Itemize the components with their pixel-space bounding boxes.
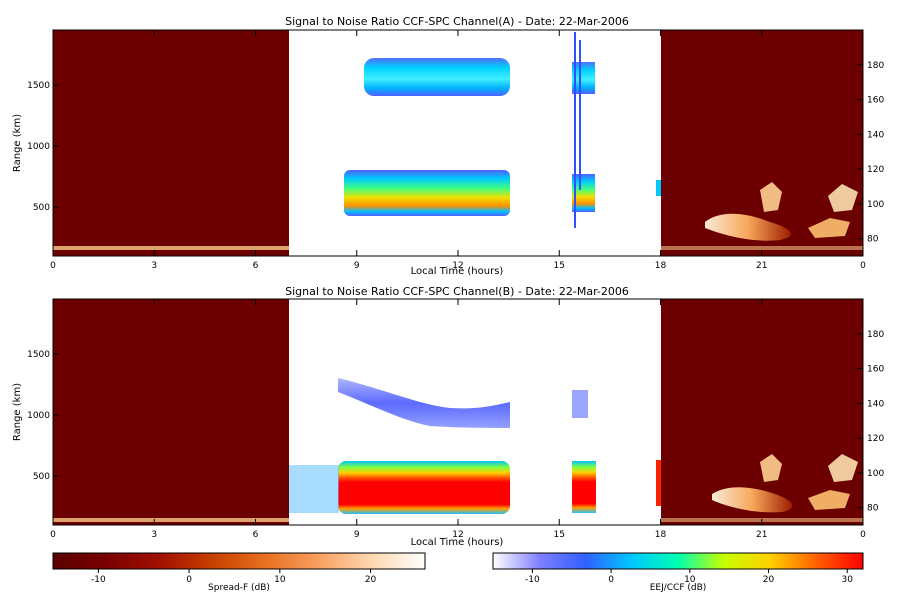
colorbar-spread-f-tick-label: 10: [274, 575, 286, 585]
panel-a-y-right-tick-label: 80: [867, 235, 879, 245]
panel-a-plot-area: [53, 30, 863, 256]
panel-a-y-axis-left: 500 1000 1500: [27, 81, 59, 213]
colorbar-spread-f-tick-label: -10: [91, 575, 106, 585]
panel-b-x-tick-label: 3: [151, 530, 157, 540]
panel-a-x-axis: 0 3 6 9 12 15 18 21 0: [50, 30, 866, 271]
panel-b-x-tick-label: 21: [756, 530, 767, 540]
panel-b-y-right-tick-label: 140: [867, 399, 884, 409]
panel-a-x-axis-label: Local Time (hours): [411, 266, 504, 277]
colorbar-eej-ccf-label: EEJ/CCF (dB): [650, 583, 707, 593]
panel-a-vertical-echo: [574, 32, 576, 228]
panel-a-x-tick-label: 15: [554, 261, 565, 271]
panel-b-y-tick-label: 500: [33, 472, 50, 482]
panel-b-lower-layer-edge: [656, 460, 661, 506]
colorbar-eej-ccf-tick-label: 10: [684, 575, 696, 585]
colorbar-spread-f-ramp: [52, 552, 426, 570]
panel-b-x-tick-label: 0: [50, 530, 56, 540]
colorbar-eej-ccf-tick-label: -10: [525, 575, 540, 585]
panel-b-x-tick-label: 9: [354, 530, 360, 540]
panel-b-echo-plume: [712, 487, 793, 513]
panel-b-y-tick-label: 1000: [27, 411, 50, 421]
panel-b-y-axis-left: 500 1000 1500: [27, 350, 59, 482]
panel-b-x-axis-label: Local Time (hours): [411, 537, 504, 548]
panel-a-y-axis-label: Range (km): [12, 114, 23, 172]
panel-a-x-tick-label: 21: [756, 261, 767, 271]
panel-b-plot-area: [53, 299, 863, 525]
panel-b-x-tick-label: 12: [452, 530, 463, 540]
colorbar-eej-ccf-ramp: [492, 552, 864, 570]
panel-b-y-right-tick-label: 120: [867, 434, 884, 444]
panel-a-ground-strip: [53, 246, 289, 250]
panel-b-echo-plume: [808, 490, 850, 510]
panel-b-y-axis-right: 80 100 120 140 160 180: [857, 330, 884, 514]
panel-a-y-tick-label: 500: [33, 203, 50, 213]
panel-a-x-tick-label: 9: [354, 261, 360, 271]
panel-b-y-right-tick-label: 100: [867, 469, 884, 479]
panel-a-upper-layer: [364, 58, 510, 96]
panel-a-echo-plume: [705, 213, 791, 241]
panel-a-y-right-tick-label: 140: [867, 130, 884, 140]
panel-b-spreadf-region-left: [53, 299, 289, 525]
panel-b-lower-layer-left-noise: [289, 465, 339, 513]
panel-a-y-tick-label: 1000: [27, 142, 50, 152]
panel-b-lower-layer: [572, 461, 596, 513]
panel-b-echo-plume: [828, 454, 858, 482]
colorbar-spread-f-ticks: -10 0 10 20: [91, 569, 377, 585]
panel-b-y-right-tick-label: 160: [867, 365, 884, 375]
panel-a-x-tick-label: 0: [50, 261, 56, 271]
colorbar-spread-f: -10 0 10 20 Spread-F (dB): [52, 552, 426, 593]
panel-a-lower-layer-edge: [656, 180, 661, 196]
panel-b-lower-layer: [338, 461, 510, 514]
panel-a-lower-layer: [344, 170, 510, 216]
panel-b-upper-layer: [572, 390, 588, 418]
panel-a-upper-layer: [572, 62, 595, 94]
panel-b-echo-plume: [760, 454, 782, 482]
panel-a-echo-plume: [808, 218, 850, 238]
panel-b-ground-strip: [53, 518, 289, 522]
panel-a-y-right-tick-label: 120: [867, 165, 884, 175]
panel-a-ground-strip-right: [661, 246, 863, 250]
panel-b-y-right-tick-label: 180: [867, 330, 884, 340]
panel-a-echo-plume: [828, 184, 858, 212]
panel-b-y-right-tick-label: 80: [867, 504, 879, 514]
panel-a-y-tick-label: 1500: [27, 81, 50, 91]
panel-a-y-right-tick-label: 180: [867, 61, 884, 71]
panel-b-y-tick-label: 1500: [27, 350, 50, 360]
colorbar-spread-f-label: Spread-F (dB): [208, 583, 270, 593]
colorbar-eej-ccf: -10 0 10 20 30 EEJ/CCF (dB): [492, 552, 864, 593]
panel-b-y-axis-label: Range (km): [12, 383, 23, 441]
panel-b-x-tick-label: 15: [554, 530, 565, 540]
panel-b: Signal to Noise Ratio CCF-SPC Channel(B)…: [12, 285, 884, 548]
panel-a-y-right-tick-label: 100: [867, 200, 884, 210]
panel-a-x-tick-label: 0: [860, 261, 866, 271]
colorbar-eej-ccf-ticks: -10 0 10 20 30: [525, 569, 853, 585]
panel-a-lower-layer: [572, 174, 595, 212]
panel-b-x-tick-label: 18: [655, 530, 667, 540]
panel-a-echo-plume: [760, 182, 782, 212]
panel-b-x-tick-label: 6: [253, 530, 259, 540]
panel-b-x-axis: 0 3 6 9 12 15 18 21 0: [50, 299, 866, 540]
colorbar-eej-ccf-tick-label: 30: [842, 575, 854, 585]
panel-a-y-axis-right: 80 100 120 140 160 180: [857, 61, 884, 245]
panel-b-x-tick-label: 0: [860, 530, 866, 540]
panel-a-y-right-tick-label: 160: [867, 96, 884, 106]
panel-a-spreadf-region-left: [53, 30, 289, 256]
colorbar-spread-f-tick-label: 0: [186, 575, 192, 585]
panel-b-upper-layer: [338, 378, 510, 428]
panel-a-title: Signal to Noise Ratio CCF-SPC Channel(A)…: [285, 15, 629, 28]
colorbar-eej-ccf-tick-label: 0: [608, 575, 614, 585]
panel-a-x-tick-label: 18: [655, 261, 667, 271]
panel-b-spreadf-region-right: [661, 299, 863, 525]
panel-b-title: Signal to Noise Ratio CCF-SPC Channel(B)…: [285, 285, 629, 298]
panel-a-x-tick-label: 12: [452, 261, 463, 271]
panel-a: Signal to Noise Ratio CCF-SPC Channel(A)…: [12, 15, 884, 277]
colorbar-spread-f-tick-label: 20: [365, 575, 377, 585]
panel-a-x-tick-label: 3: [151, 261, 157, 271]
colorbar-eej-ccf-tick-label: 20: [763, 575, 775, 585]
panel-a-x-tick-label: 6: [253, 261, 259, 271]
panel-a-vertical-echo: [579, 40, 581, 190]
